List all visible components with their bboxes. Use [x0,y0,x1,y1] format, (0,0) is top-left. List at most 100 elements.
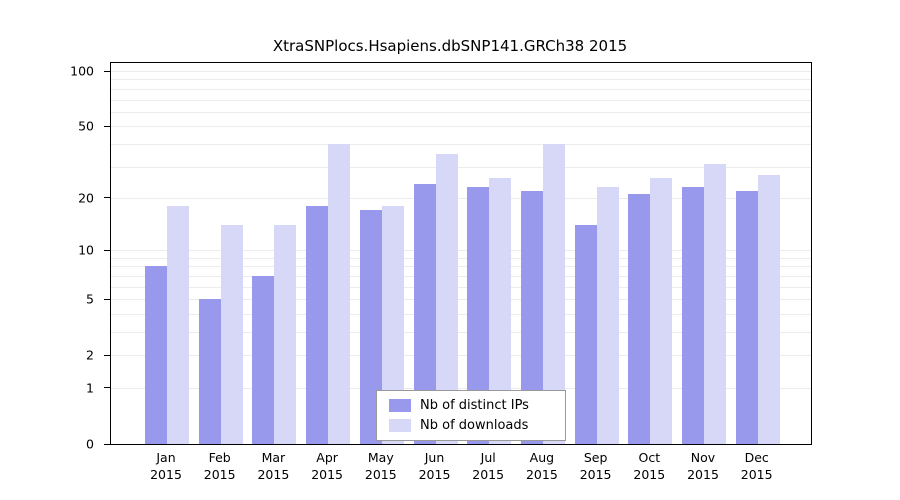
x-label-year: 2015 [687,466,719,482]
x-label-may: May 2015 [365,450,397,484]
gridline-60 [111,111,811,113]
y-tick-label-20: 20 [78,190,94,206]
x-label-year: 2015 [740,466,773,482]
x-label-jan: Jan 2015 [150,450,182,484]
bar-downloads-mar [274,225,297,444]
bar-distinct-ips-nov [682,187,704,444]
x-label-sep: Sep 2015 [580,450,612,484]
x-label-year: 2015 [472,466,505,482]
gridline-8 [111,266,811,268]
x-label-nov: Nov 2015 [687,450,719,484]
x-label-oct: Oct 2015 [633,450,665,484]
x-label-month: Jul [480,450,496,465]
bar-distinct-ips-feb [198,299,221,444]
x-label-jun: Jun 2015 [419,450,451,484]
x-label-year: 2015 [364,466,397,482]
x-label-month: Mar [261,450,286,465]
x-label-apr: Apr 2015 [311,450,343,484]
chart-title: XtraSNPlocs.Hsapiens.dbSNP141.GRCh38 201… [272,37,628,55]
bar-downloads-jun [435,154,458,444]
x-label-aug: Aug 2015 [526,450,558,484]
gridline-7 [111,275,811,277]
legend-label-distinct-ips: Nb of distinct IPs [420,398,529,413]
x-axis: Jan 2015 Feb 2015 Mar 2015 Apr 2015 May 2015 Jun 20… [110,450,810,490]
legend-swatch-downloads [389,419,411,432]
bar-downloads-sep [596,187,619,444]
x-label-year: 2015 [418,466,451,482]
gridline-6 [111,286,811,288]
gridline-10 [111,250,811,252]
gridline-2 [111,355,811,357]
y-tick-label-50: 50 [78,118,94,134]
bar-distinct-ips-oct [628,194,651,444]
bar-downloads-nov [704,163,726,444]
x-label-month: May [367,450,394,465]
bar-downloads-jul [489,177,512,444]
bar-downloads-apr [328,143,351,444]
y-tick-mark-100 [104,70,110,72]
gridline-70 [111,99,811,101]
bar-distinct-ips-aug [520,190,543,444]
x-label-mar: Mar 2015 [257,450,289,484]
x-label-year: 2015 [525,466,558,482]
y-tick-mark-0 [104,443,110,445]
gridline-30 [111,166,811,168]
y-tick-mark-20 [104,197,110,199]
x-label-month: Apr [316,450,338,465]
bar-distinct-ips-mar [252,275,275,444]
gridline-5 [111,299,811,301]
bar-downloads-jan [167,206,189,444]
gridline-100 [111,71,811,72]
y-tick-label-10: 10 [78,242,94,258]
bar-downloads-may [381,206,404,444]
plot-area [110,62,812,445]
x-label-year: 2015 [633,466,666,482]
gridline-9 [111,257,811,259]
y-axis: 0 1 2 5 10 20 50 100 [0,62,110,452]
bar-downloads-aug [542,143,565,444]
y-tick-mark-5 [104,298,110,300]
y-tick-mark-2 [104,354,110,356]
y-tick-label-5: 5 [86,291,94,307]
gridline-4 [111,313,811,315]
y-tick-mark-1 [104,387,110,389]
x-label-feb: Feb 2015 [204,450,236,484]
y-tick-label-2: 2 [86,347,94,363]
bar-downloads-dec [757,174,780,444]
bar-distinct-ips-apr [306,206,329,444]
x-label-month: Oct [638,450,661,465]
gridline-3 [111,332,811,333]
x-label-year: 2015 [150,466,182,482]
y-tick-label-0: 0 [86,436,94,452]
y-tick-label-100: 100 [70,63,94,79]
gridline-80 [111,88,811,90]
x-label-month: Dec [744,450,769,465]
bar-distinct-ips-jan [145,266,167,444]
legend-label-downloads: Nb of downloads [420,418,529,433]
x-label-month: Nov [690,450,716,465]
legend-item-distinct-ips: Nb of distinct IPs [389,398,553,413]
x-label-month: Jan [156,450,176,465]
bar-downloads-oct [650,177,673,444]
x-label-month: Aug [529,450,555,465]
x-label-year: 2015 [579,466,612,482]
x-label-dec: Dec 2015 [741,450,773,484]
x-label-year: 2015 [311,466,343,482]
bar-distinct-ips-jun [413,183,436,444]
y-tick-label-1: 1 [86,380,94,396]
x-label-month: Sep [583,450,608,465]
x-label-year: 2015 [257,466,290,482]
gridline-50 [111,126,811,128]
gridline-1 [111,388,811,389]
gridline-90 [111,79,811,81]
x-label-month: Jun [424,450,445,465]
y-tick-mark-10 [104,249,110,251]
x-label-year: 2015 [203,466,236,482]
bar-downloads-feb [220,225,243,444]
legend: Nb of distinct IPs Nb of downloads [376,390,566,441]
legend-swatch-distinct-ips [389,399,411,412]
bar-distinct-ips-sep [574,225,597,444]
gridline-40 [111,143,811,145]
bar-distinct-ips-may [359,210,382,444]
